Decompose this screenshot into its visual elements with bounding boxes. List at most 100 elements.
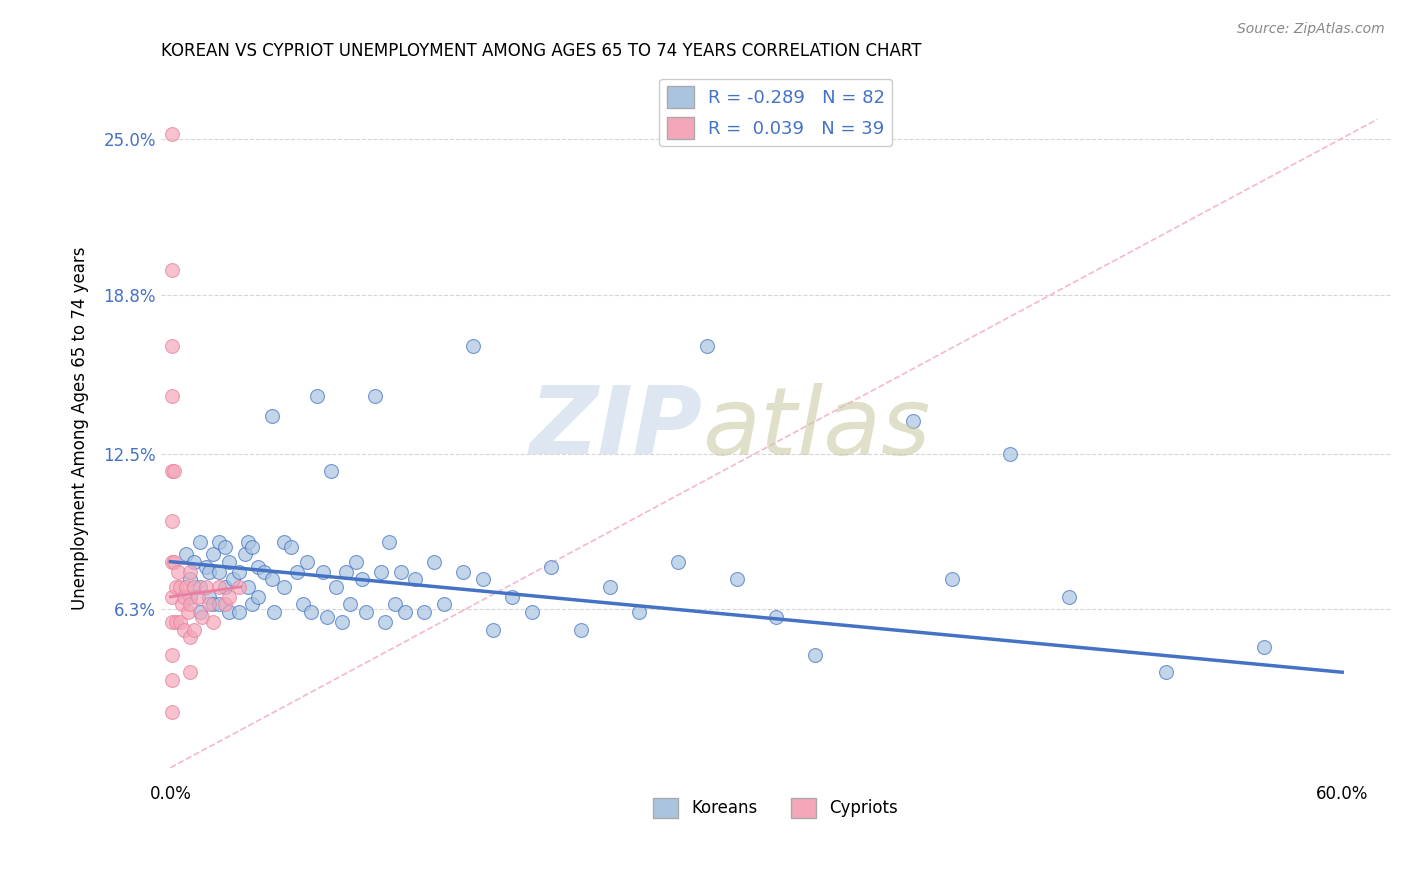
Point xyxy=(299,605,322,619)
Point xyxy=(162,515,184,529)
Point xyxy=(162,464,184,478)
Point xyxy=(163,464,186,478)
Point xyxy=(228,605,250,619)
Point xyxy=(238,580,260,594)
Point xyxy=(315,610,337,624)
Point xyxy=(179,565,201,579)
Point xyxy=(433,598,456,612)
Point xyxy=(569,623,592,637)
Point xyxy=(218,555,240,569)
Text: KOREAN VS CYPRIOT UNEMPLOYMENT AMONG AGES 65 TO 74 YEARS CORRELATION CHART: KOREAN VS CYPRIOT UNEMPLOYMENT AMONG AGE… xyxy=(160,42,921,60)
Point xyxy=(1156,665,1178,680)
Point xyxy=(162,590,184,604)
Point xyxy=(350,572,373,586)
Point xyxy=(162,128,184,142)
Point xyxy=(413,605,436,619)
Point xyxy=(174,547,197,561)
Y-axis label: Unemployment Among Ages 65 to 74 years: Unemployment Among Ages 65 to 74 years xyxy=(72,247,89,610)
Point xyxy=(501,590,523,604)
Point xyxy=(804,648,827,662)
Point xyxy=(218,590,240,604)
Point xyxy=(242,598,264,612)
Point xyxy=(162,673,184,687)
Point xyxy=(202,615,225,629)
Point xyxy=(162,389,184,403)
Point xyxy=(165,580,187,594)
Point xyxy=(165,615,187,629)
Point xyxy=(394,605,416,619)
Point xyxy=(725,572,748,586)
Point xyxy=(218,605,240,619)
Point xyxy=(1057,590,1080,604)
Point xyxy=(222,572,245,586)
Point xyxy=(295,555,318,569)
Point xyxy=(941,572,963,586)
Point xyxy=(202,547,225,561)
Point xyxy=(238,534,260,549)
Point xyxy=(177,605,200,619)
Point xyxy=(330,615,353,629)
Point xyxy=(354,605,377,619)
Point xyxy=(194,559,217,574)
Point xyxy=(481,623,503,637)
Point xyxy=(228,565,250,579)
Point xyxy=(162,555,184,569)
Text: Source: ZipAtlas.com: Source: ZipAtlas.com xyxy=(1237,22,1385,37)
Point xyxy=(162,648,184,662)
Point xyxy=(228,580,250,594)
Point xyxy=(384,598,406,612)
Point xyxy=(312,565,335,579)
Point xyxy=(370,565,392,579)
Point xyxy=(273,580,295,594)
Point xyxy=(461,338,484,352)
Point xyxy=(242,540,264,554)
Point xyxy=(285,565,308,579)
Point xyxy=(280,540,302,554)
Point xyxy=(344,555,367,569)
Point xyxy=(263,605,285,619)
Point xyxy=(188,605,211,619)
Point xyxy=(325,580,347,594)
Point xyxy=(471,572,494,586)
Point xyxy=(540,559,562,574)
Point xyxy=(666,555,689,569)
Point xyxy=(253,565,276,579)
Point xyxy=(198,565,221,579)
Point xyxy=(260,572,283,586)
Point xyxy=(696,338,718,352)
Point xyxy=(374,615,396,629)
Point xyxy=(1253,640,1275,654)
Point xyxy=(339,598,361,612)
Point xyxy=(179,630,201,644)
Point xyxy=(214,580,236,594)
Point xyxy=(174,580,197,594)
Point xyxy=(335,565,357,579)
Point xyxy=(998,446,1021,460)
Point xyxy=(520,605,543,619)
Point xyxy=(208,580,231,594)
Point xyxy=(260,409,283,423)
Point xyxy=(208,598,231,612)
Text: ZIP: ZIP xyxy=(529,383,702,475)
Point xyxy=(169,615,191,629)
Point xyxy=(183,580,205,594)
Point xyxy=(599,580,621,594)
Point xyxy=(172,598,194,612)
Point xyxy=(208,565,231,579)
Point xyxy=(628,605,651,619)
Point xyxy=(292,598,315,612)
Point xyxy=(273,534,295,549)
Point xyxy=(169,580,191,594)
Point xyxy=(179,590,201,604)
Point xyxy=(162,263,184,277)
Point xyxy=(453,565,475,579)
Point xyxy=(162,706,184,720)
Point xyxy=(901,414,924,428)
Point xyxy=(179,598,201,612)
Point xyxy=(188,580,211,594)
Point xyxy=(188,534,211,549)
Point xyxy=(190,610,212,624)
Point xyxy=(163,555,186,569)
Point xyxy=(202,598,225,612)
Text: atlas: atlas xyxy=(702,383,931,474)
